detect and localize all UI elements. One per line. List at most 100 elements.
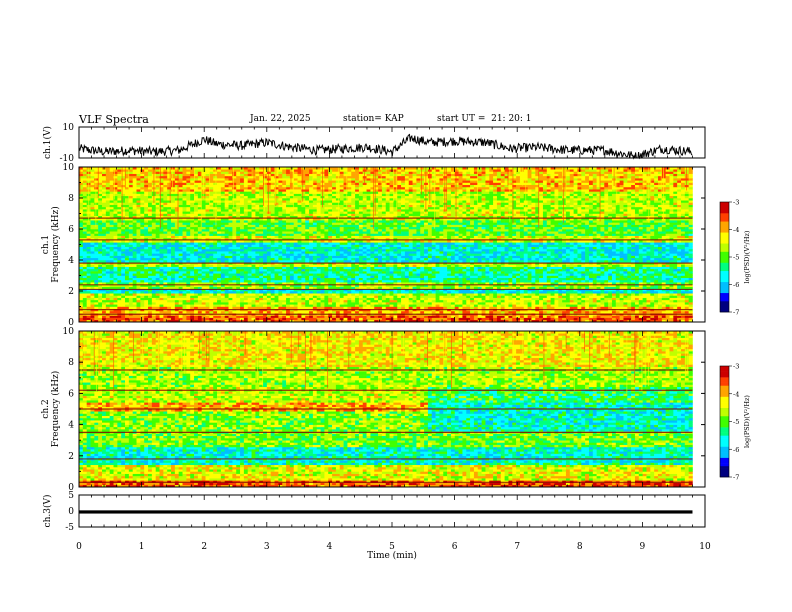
spectrogram-cell xyxy=(689,307,693,310)
spectrogram-cell xyxy=(520,298,524,301)
spectrogram-cell xyxy=(459,298,463,301)
spectrogram-cell xyxy=(662,298,666,301)
spectrogram-cell xyxy=(363,315,367,318)
spectrogram-cell xyxy=(255,315,259,318)
spectrogram-cell xyxy=(271,307,275,310)
spectrogram-cell xyxy=(685,307,689,310)
spectrogram-cell xyxy=(290,307,294,310)
spectrogram-cell xyxy=(332,304,336,307)
spectrogram-cell xyxy=(551,300,555,303)
spectrogram-cell xyxy=(585,298,589,301)
spectrogram-cell xyxy=(413,307,417,310)
spectrogram-cell xyxy=(240,302,244,305)
spectrogram-cell xyxy=(340,295,344,298)
spectrogram-cell xyxy=(489,302,493,305)
spectrogram-cell xyxy=(83,307,87,310)
spectrogram-cell xyxy=(516,302,520,305)
spectrogram-cell xyxy=(562,298,566,301)
spectrogram-cell xyxy=(489,298,493,301)
spectrogram-cell xyxy=(516,315,520,318)
spectrogram-cell xyxy=(148,307,152,310)
spectrogram-cell xyxy=(198,302,202,305)
spectrogram-cell xyxy=(566,298,570,301)
spectrogram-cell xyxy=(340,298,344,301)
spectrogram-cell xyxy=(462,298,466,301)
spectrogram-cell xyxy=(244,318,248,321)
spectrogram-cell xyxy=(206,302,210,305)
spectrogram-cell xyxy=(566,300,570,303)
spectrogram-cell xyxy=(140,302,144,305)
spectrogram-cell xyxy=(167,295,171,298)
spectrogram-cell xyxy=(558,304,562,307)
spectrogram-cell xyxy=(121,315,125,318)
spectrogram-cell xyxy=(202,295,206,298)
spectrogram-cell xyxy=(160,307,164,310)
spectrogram-cell xyxy=(447,302,451,305)
spectrogram-cell xyxy=(244,304,248,307)
spectrogram-cell xyxy=(623,318,627,321)
spectrogram-cell xyxy=(616,307,620,310)
spectrogram-cell xyxy=(221,304,225,307)
spectrogram-cell xyxy=(344,300,348,303)
spectrogram-cell xyxy=(612,311,616,314)
spectrogram-cell xyxy=(466,315,470,318)
spectrogram-cell xyxy=(198,295,202,298)
spectrogram-cell xyxy=(294,307,298,310)
spectrogram-cell xyxy=(244,307,248,310)
spectrogram-cell xyxy=(416,307,420,310)
spectrogram-1-panel: 0246810ch.1 Frequency (kHz)-3-4-5-6-7log(… xyxy=(41,163,751,328)
spectrogram-cell xyxy=(290,302,294,305)
spectrogram-cell xyxy=(309,304,313,307)
spectrogram-cell xyxy=(551,311,555,314)
spectrogram-cell xyxy=(114,298,118,301)
spectrogram-cell xyxy=(213,295,217,298)
spectrogram-cell xyxy=(474,304,478,307)
spectrogram-cell xyxy=(681,298,685,301)
spectrogram-cell xyxy=(689,315,693,318)
spectrogram-cell xyxy=(221,315,225,318)
spectrogram-cell xyxy=(646,318,650,321)
spectrogram-cell xyxy=(600,307,604,310)
spectrogram-cell xyxy=(240,315,244,318)
spectrogram-cell xyxy=(681,318,685,321)
spectrogram-cell xyxy=(294,298,298,301)
spectrogram-cell xyxy=(623,311,627,314)
spectrogram-cell xyxy=(267,315,271,318)
spectrogram-cell xyxy=(217,311,221,314)
spectrogram-cell xyxy=(286,304,290,307)
spectrogram-cell xyxy=(508,304,512,307)
spectrogram-cell xyxy=(344,295,348,298)
spectrogram-cell xyxy=(600,311,604,314)
spectrogram-cell xyxy=(236,295,240,298)
spectrogram-cell xyxy=(144,302,148,305)
spectrogram-cell xyxy=(94,311,98,314)
spectrogram-cell xyxy=(551,307,555,310)
spectrogram-cell xyxy=(267,302,271,305)
spectrogram-cell xyxy=(662,311,666,314)
spectrogram-cell xyxy=(447,318,451,321)
spectrogram-cell xyxy=(386,307,390,310)
spectrogram-cell xyxy=(244,302,248,305)
spectrogram-cell xyxy=(267,304,271,307)
spectrogram-cell xyxy=(462,307,466,310)
spectrogram-cell xyxy=(497,304,501,307)
spectrogram-cell xyxy=(171,318,175,321)
spectrogram-cell xyxy=(562,304,566,307)
spectrogram-cell xyxy=(301,318,305,321)
spectrogram-cell xyxy=(175,315,179,318)
spectrogram-cell xyxy=(654,298,658,301)
spectrogram-cell xyxy=(539,307,543,310)
spectrogram-cell xyxy=(167,302,171,305)
spectrogram-cell xyxy=(278,295,282,298)
spectrogram-cell xyxy=(290,298,294,301)
spectrogram-cell xyxy=(505,307,509,310)
spectrogram-cell xyxy=(179,315,183,318)
spectrogram-cell xyxy=(121,300,125,303)
spectrogram-cell xyxy=(428,315,432,318)
spectrogram-cell xyxy=(516,300,520,303)
spectrogram-cell xyxy=(110,307,114,310)
spectrogram-cell xyxy=(144,298,148,301)
spectrogram-cell xyxy=(167,304,171,307)
spectrogram-cell xyxy=(160,295,164,298)
spectrogram-cell xyxy=(462,311,466,314)
